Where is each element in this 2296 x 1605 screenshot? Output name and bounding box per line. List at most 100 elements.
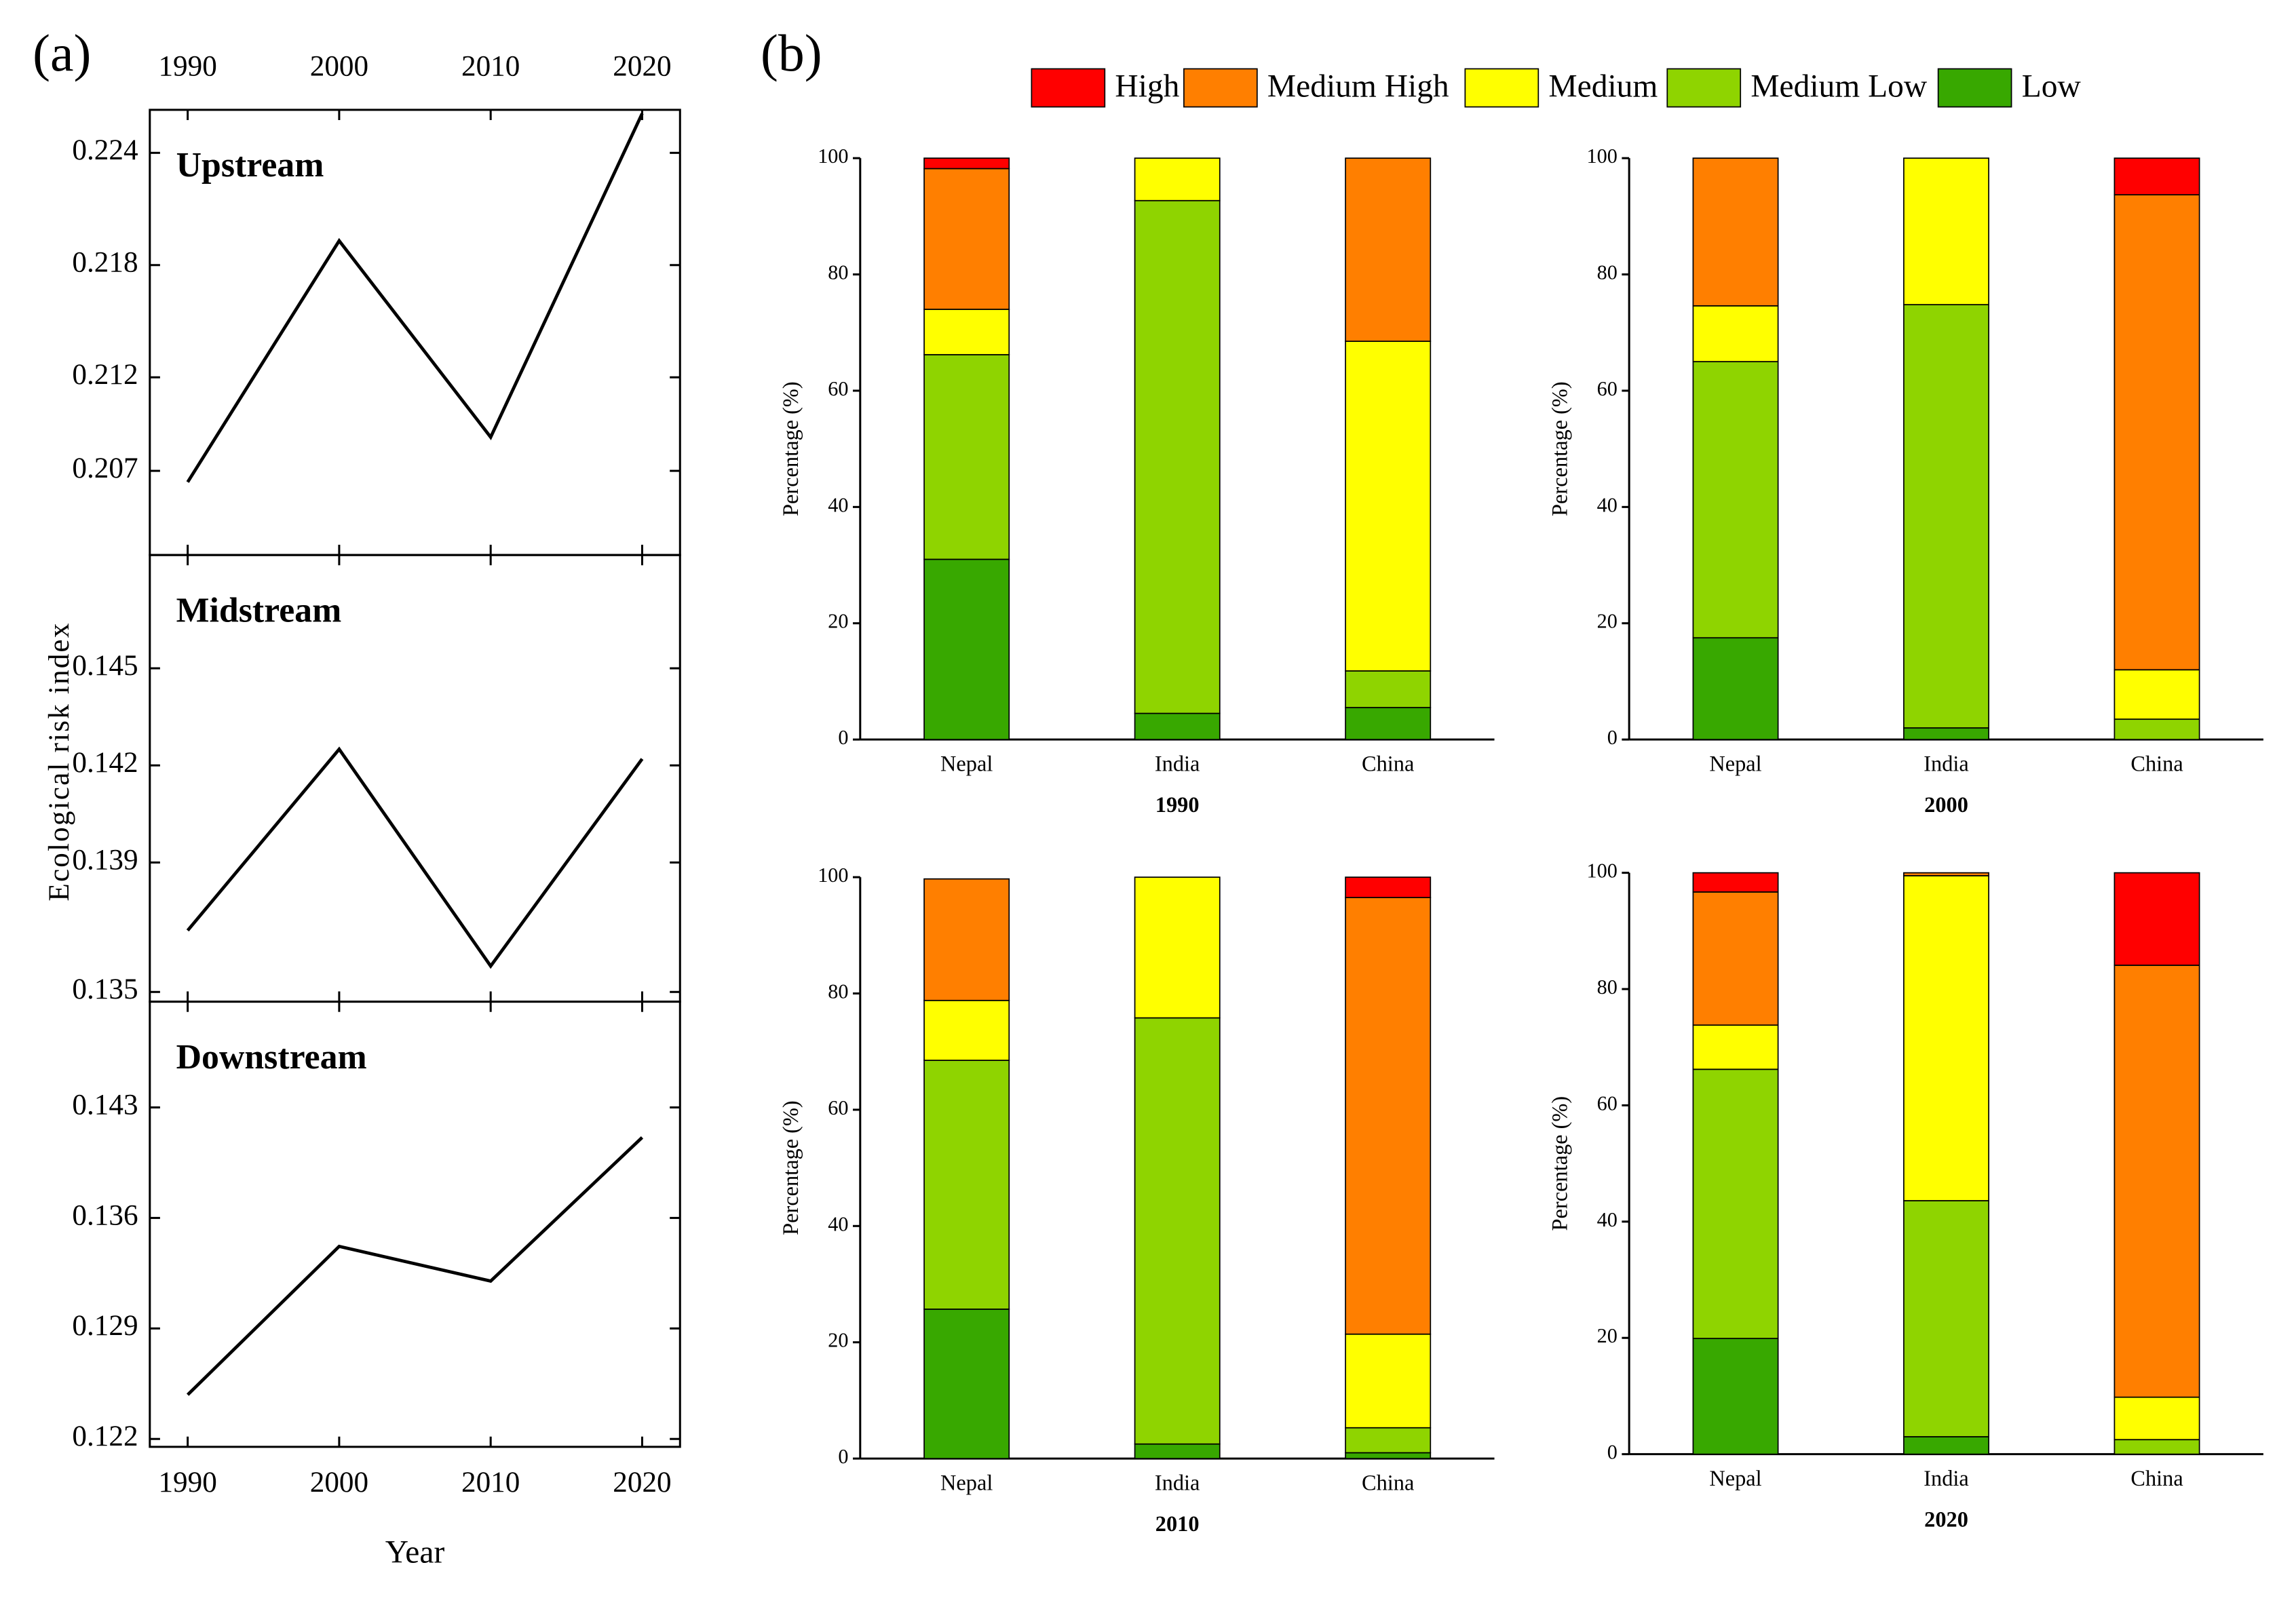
y-tick-label: 0.212 — [72, 359, 138, 391]
x-tick-label: China — [1362, 1471, 1414, 1495]
y-tick-label: 40 — [1597, 493, 1618, 516]
bar-segment — [1345, 1333, 1432, 1429]
legend-swatch — [1666, 68, 1742, 108]
panel-title: 2000 — [1924, 793, 1968, 817]
bar-segment — [1134, 876, 1221, 1019]
bar-segment — [1903, 872, 1989, 876]
y-tick-label: 100 — [1587, 859, 1618, 883]
bar-segment — [2113, 1439, 2200, 1455]
panel-title: Downstream — [176, 1038, 367, 1077]
x-tick-label: 2020 — [613, 50, 671, 82]
x-tick-label: Nepal — [940, 752, 993, 776]
bar-segment — [923, 1309, 1010, 1459]
y-tick-label: 20 — [1597, 610, 1618, 633]
y-axis-label: Percentage (%) — [779, 381, 803, 516]
bar-segment — [1345, 1452, 1432, 1459]
y-tick-label: 20 — [828, 1329, 848, 1352]
y-tick-label: 0.142 — [72, 747, 138, 779]
bar-segment — [923, 353, 1010, 560]
bar-segment — [1134, 157, 1221, 201]
x-tick-label: China — [2130, 752, 2183, 776]
bar-segment — [1345, 897, 1432, 1335]
y-axis-label: Percentage (%) — [1548, 381, 1572, 516]
y-tick-label: 60 — [828, 377, 848, 400]
y-tick-label: 0.136 — [72, 1199, 138, 1231]
y-axis-label: Percentage (%) — [779, 1100, 803, 1235]
bar-segment — [2113, 157, 2200, 196]
bar-segment — [923, 558, 1010, 741]
bar-segment — [1692, 637, 1779, 741]
y-tick-label: 40 — [828, 1212, 848, 1235]
line — [186, 746, 644, 969]
bar-segment — [1134, 712, 1221, 741]
bar-segment — [1692, 361, 1779, 639]
bar-segment — [1345, 1427, 1432, 1454]
panel-title: 2010 — [1155, 1512, 1200, 1536]
y-tick-label: 0 — [838, 1445, 848, 1468]
panel-label: (a) — [33, 24, 91, 82]
legend-label: Low — [2022, 69, 2082, 104]
bar-segment — [2113, 872, 2200, 966]
y-tick-label: 60 — [828, 1096, 848, 1119]
x-tick-label: Nepal — [1709, 1467, 1761, 1491]
bar-segment — [1345, 157, 1432, 342]
y-tick-label: 0.139 — [72, 844, 138, 876]
y-tick-label: 40 — [828, 493, 848, 516]
bar-segment — [1903, 304, 1989, 729]
y-tick-label: 0.145 — [72, 650, 138, 682]
bar-segment — [1692, 1338, 1779, 1455]
bar-segment — [1692, 872, 1779, 893]
y-tick-label: 80 — [828, 980, 848, 1003]
legend-swatch — [1031, 68, 1106, 108]
bar-segment — [2113, 669, 2200, 720]
bar-segment — [2113, 718, 2200, 741]
bar-segment — [2113, 1396, 2200, 1441]
legend-label: Medium Low — [1750, 69, 1928, 104]
legend-label: High — [1115, 69, 1179, 104]
plot-frame — [149, 1001, 681, 1448]
x-tick-label: 2010 — [461, 1467, 520, 1498]
x-tick-label: India — [1155, 1471, 1200, 1495]
bar-segment — [923, 309, 1010, 355]
bar-segment — [1903, 157, 1989, 305]
bar-segment — [1345, 876, 1432, 898]
y-tick-label: 0 — [1607, 1441, 1618, 1464]
x-tick-label: India — [1924, 752, 1969, 776]
bar-segment — [2113, 194, 2200, 671]
y-axis-label: Percentage (%) — [1548, 1096, 1572, 1231]
y-tick-label: 100 — [1587, 144, 1618, 168]
y-tick-label: 0.207 — [72, 452, 138, 484]
y-tick-label: 0 — [838, 726, 848, 749]
x-tick-label: Nepal — [940, 1471, 993, 1495]
panel-title: 2020 — [1924, 1507, 1968, 1532]
y-tick-label: 80 — [1597, 260, 1618, 284]
panel-title: Upstream — [176, 146, 324, 185]
bar-segment — [923, 1060, 1010, 1310]
y-tick-label: 0.218 — [72, 247, 138, 279]
bar-segment — [1692, 1068, 1779, 1339]
y-tick-label: 80 — [828, 260, 848, 284]
panel-title: 1990 — [1155, 793, 1200, 817]
bar-segment — [923, 157, 1010, 170]
line — [186, 113, 644, 483]
x-tick-label: Nepal — [1709, 752, 1761, 776]
bar-segment — [2113, 965, 2200, 1398]
bar-segment — [1903, 875, 1989, 1201]
line — [186, 1136, 644, 1396]
panel-label: (b) — [761, 24, 822, 82]
bar-segment — [1345, 341, 1432, 672]
y-axis-label: Ecological risk index — [43, 622, 75, 902]
bar-segment — [1134, 199, 1221, 714]
y-tick-label: 100 — [818, 864, 848, 887]
bar-segment — [1692, 891, 1779, 1026]
legend-label: Medium — [1548, 69, 1658, 104]
y-tick-label: 80 — [1597, 975, 1618, 999]
x-tick-label: India — [1155, 752, 1200, 776]
bar-segment — [1345, 670, 1432, 708]
y-tick-label: 0.224 — [72, 134, 138, 166]
x-tick-label: 2000 — [310, 1467, 368, 1498]
bar-segment — [1903, 1200, 1989, 1437]
x-tick-label: China — [2130, 1467, 2183, 1491]
